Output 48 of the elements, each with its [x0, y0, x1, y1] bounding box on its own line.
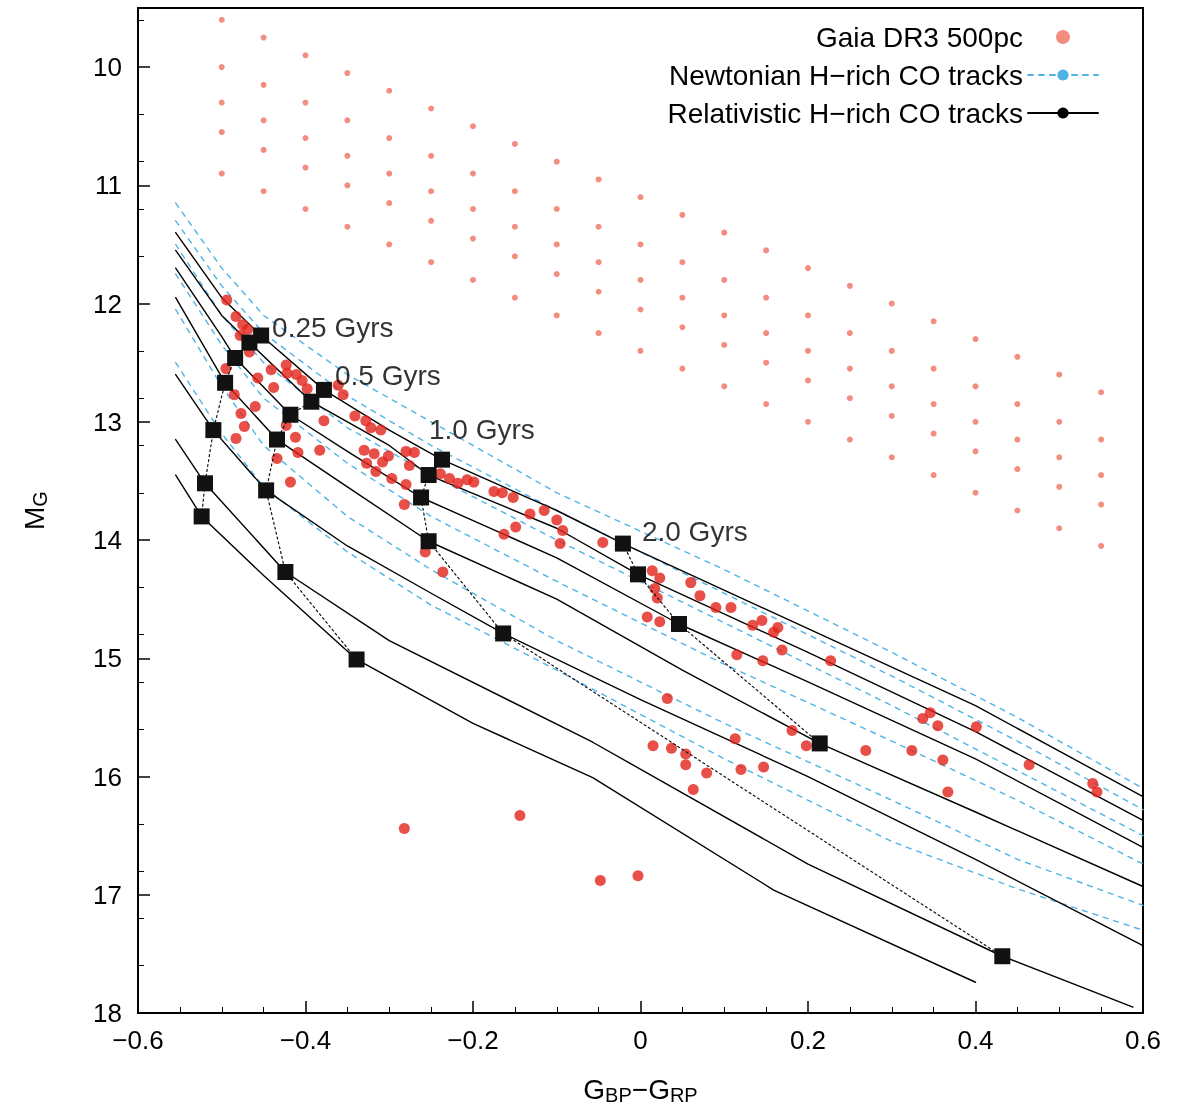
- point: [315, 381, 332, 398]
- y-tick-label: 18: [93, 998, 122, 1028]
- x-tick-label: 0.2: [789, 1025, 827, 1055]
- y-tick-label: 15: [93, 643, 122, 674]
- point: [629, 566, 646, 583]
- point: [495, 625, 512, 642]
- point: [277, 563, 294, 580]
- point: [413, 489, 430, 506]
- x-tick-label: −0.4: [279, 1025, 332, 1055]
- point: [197, 475, 213, 492]
- annotation: 0.5 Gyrs: [334, 360, 441, 392]
- x-tick-label: 0.6: [1124, 1025, 1162, 1055]
- x-tick-label: −0.2: [447, 1025, 499, 1055]
- x-tick-label: −0.6: [112, 1025, 164, 1055]
- annotation: 1.0 Gyrs: [429, 414, 535, 446]
- legend-label: Gaia DR3 500pc: [815, 21, 1023, 53]
- point: [227, 349, 244, 366]
- point: [205, 422, 222, 439]
- point: [258, 482, 275, 499]
- y-tick-label: 16: [93, 761, 122, 792]
- point: [434, 451, 451, 468]
- point: [994, 948, 1011, 965]
- point: [614, 535, 631, 552]
- point: [303, 393, 320, 410]
- x-tick-label: 0.4: [957, 1025, 994, 1055]
- point: [348, 651, 365, 668]
- legend-label: Relativistic H−rich CO tracks: [667, 97, 1023, 129]
- y-tick-label: 10: [93, 52, 122, 83]
- y-axis-title: MG: [18, 491, 51, 530]
- x-tick-label: 0: [633, 1025, 648, 1055]
- point: [282, 406, 299, 423]
- point: [420, 533, 437, 550]
- point: [420, 467, 437, 484]
- annotation: 0.25 Gyrs: [272, 312, 394, 344]
- line-series: [174, 474, 977, 983]
- point: [811, 735, 828, 752]
- point: [193, 508, 210, 525]
- y-tick-label: 12: [93, 288, 122, 319]
- point: [269, 431, 286, 448]
- point: [671, 616, 688, 633]
- annotation: 2.0 Gyrs: [641, 516, 748, 548]
- point: [241, 334, 258, 351]
- y-tick-label: 17: [93, 879, 122, 910]
- point: [217, 374, 234, 391]
- y-tick-label: 13: [93, 406, 122, 437]
- y-tick-label: 14: [93, 525, 122, 556]
- legend-label: Newtonian H−rich CO tracks: [668, 59, 1023, 91]
- y-tick-label: 11: [95, 170, 122, 201]
